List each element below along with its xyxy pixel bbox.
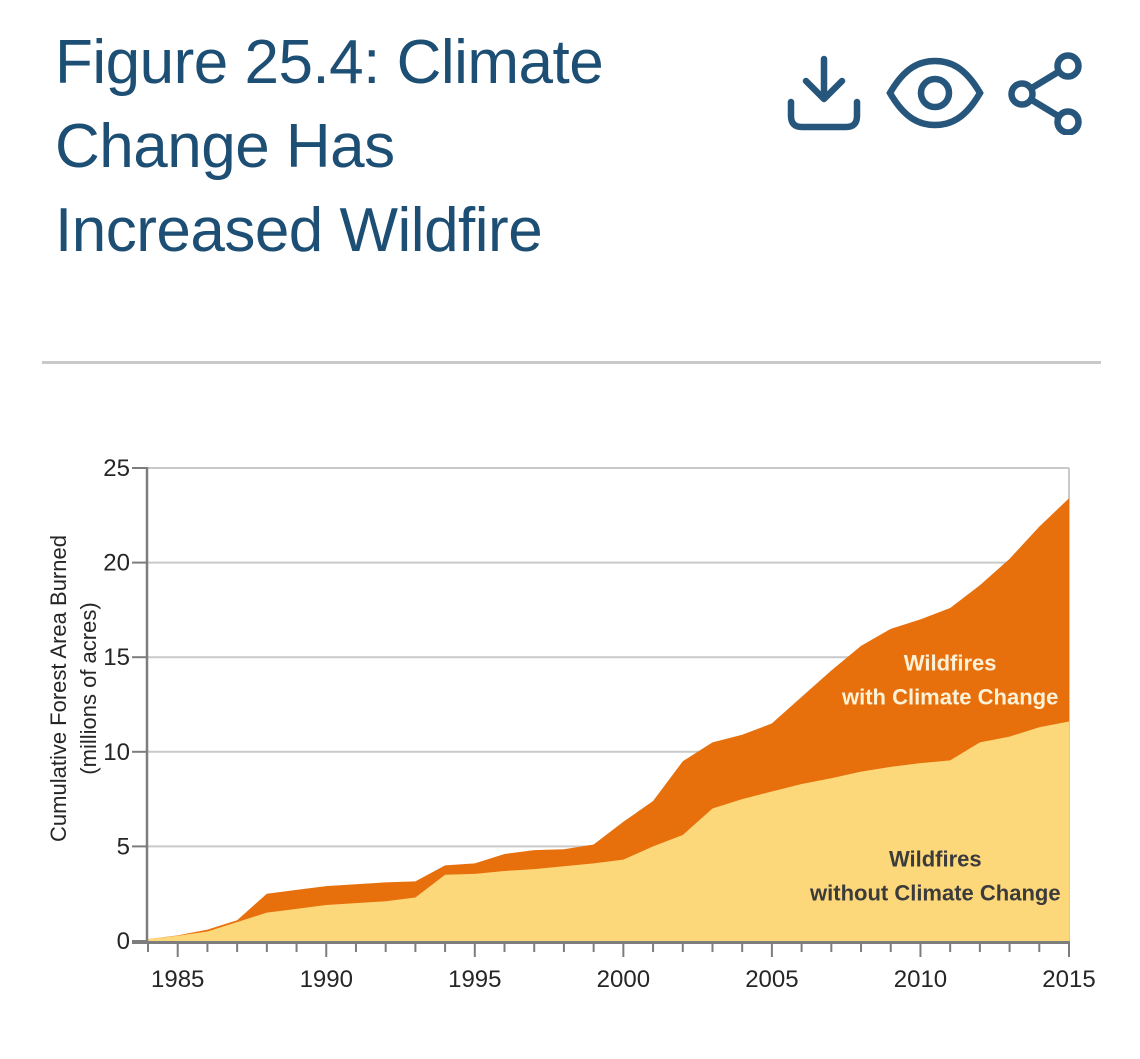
- figure-title: Figure 25.4: Climate Change Has Increase…: [55, 21, 715, 273]
- x-tick-label: 2015: [1042, 966, 1095, 993]
- eye-icon: [886, 57, 984, 129]
- axes: [132, 467, 1070, 957]
- x-tick-label: 2000: [597, 966, 650, 993]
- x-tick-label: 2005: [745, 966, 798, 993]
- share-button[interactable]: [1007, 51, 1087, 135]
- y-axis-title: Cumulative Forest Area Burned (millions o…: [46, 535, 101, 842]
- y-tick-label: 5: [117, 833, 130, 860]
- figure-title-line-3: Increased Wildfire: [55, 196, 543, 265]
- tick-labels: 0 5 10 15 20 25 1985 1990 1995 2000 2005 2010 2015: [103, 455, 1095, 993]
- divider: [42, 361, 1101, 364]
- annotation-line: Wildfires: [889, 846, 982, 871]
- download-icon: [787, 55, 861, 131]
- annotation-line: without Climate Change: [809, 880, 1061, 905]
- annotation-line: Wildfires: [904, 650, 997, 675]
- label-wildfires-without-climate-change: Wildfires without Climate Change: [809, 846, 1061, 905]
- series-area-without-climate-change: [148, 721, 1069, 941]
- x-tick-label: 1995: [448, 966, 501, 993]
- y-axis-title-line: Cumulative Forest Area Burned: [46, 535, 71, 842]
- label-wildfires-with-climate-change: Wildfires with Climate Change: [841, 650, 1058, 709]
- share-icon: [1008, 52, 1082, 135]
- figure-title-line-2: Change Has: [55, 112, 395, 181]
- view-button[interactable]: [885, 51, 985, 135]
- x-tick-label: 2010: [894, 966, 947, 993]
- y-axis-title-line: (millions of acres): [76, 602, 101, 774]
- figure-actions: [785, 48, 1087, 138]
- y-tick-label: 20: [103, 550, 130, 577]
- x-tick-label: 1985: [151, 966, 204, 993]
- annotation-line: with Climate Change: [841, 684, 1058, 709]
- y-tick-label: 0: [117, 928, 130, 955]
- y-tick-label: 15: [103, 644, 130, 671]
- area-series: [148, 498, 1069, 941]
- x-tick-label: 1990: [300, 966, 353, 993]
- y-tick-label: 10: [103, 739, 130, 766]
- download-button[interactable]: [785, 51, 863, 135]
- figure-title-line-1: Figure 25.4: Climate: [55, 28, 604, 97]
- y-tick-label: 25: [103, 455, 130, 482]
